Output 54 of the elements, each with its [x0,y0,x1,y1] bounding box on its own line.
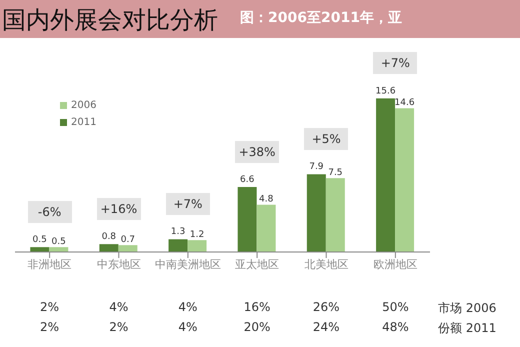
annotation: +5% [304,128,348,150]
data-label: 1.3 [170,227,186,238]
x-tick-label: 中东地区 [96,258,141,271]
bar [256,204,276,252]
bar [306,174,326,252]
text: 2% [39,320,60,334]
data-label: 4.8 [259,194,274,205]
bar [238,187,257,252]
data-label: 7.9 [309,162,324,172]
x-tick-label: 中南美洲地区 [154,258,221,271]
x-tick-label: 北美地区 [304,258,348,271]
text: 16% [242,300,272,314]
bar [326,178,345,252]
bar [118,245,138,252]
text: 2% [108,320,130,334]
bar [168,239,188,252]
bar [395,108,414,252]
text: +7% [373,52,418,74]
data-label: 0.5 [32,235,47,246]
text: 20% [242,320,272,334]
text: 48% [381,320,410,334]
x-tick-label: 欧洲地区 [373,258,418,271]
text: 2% [39,300,60,314]
annotation: +7% [166,193,210,216]
data-label: 0.7 [120,235,136,246]
text: 26% [312,300,341,314]
bar [188,240,207,252]
text: 4% [177,300,198,314]
annotation: +38% [235,141,280,163]
text: 份额 2011 [438,320,496,337]
bar [49,247,68,252]
chart-subtitle: 图：2006至2011年，亚 [240,9,402,27]
data-label: 6.6 [240,175,255,186]
data-label: 14.6 [394,98,415,108]
data-label: 0.5 [52,237,66,248]
text: 市场 2006 [438,300,496,317]
chart-title: 国内外展会对比分析 [2,5,218,36]
annotation: +16% [96,198,141,220]
data-label: 15.6 [376,86,396,96]
legend-label: 2006 [71,100,96,111]
data-label: 0.8 [102,232,116,242]
bar [376,98,396,252]
data-label: 1.2 [190,230,204,240]
text: 4% [177,320,198,334]
bar [99,244,118,252]
text: 4% [108,300,130,314]
x-tick-label: 亚太地区 [235,258,280,271]
text: 50% [381,300,410,314]
legend-label: 2011 [71,117,96,128]
data-label: 7.5 [328,168,343,178]
text: 24% [312,320,341,334]
annotation: -6% [28,201,72,224]
x-tick-label: 非洲地区 [28,258,72,271]
bar [30,247,50,252]
